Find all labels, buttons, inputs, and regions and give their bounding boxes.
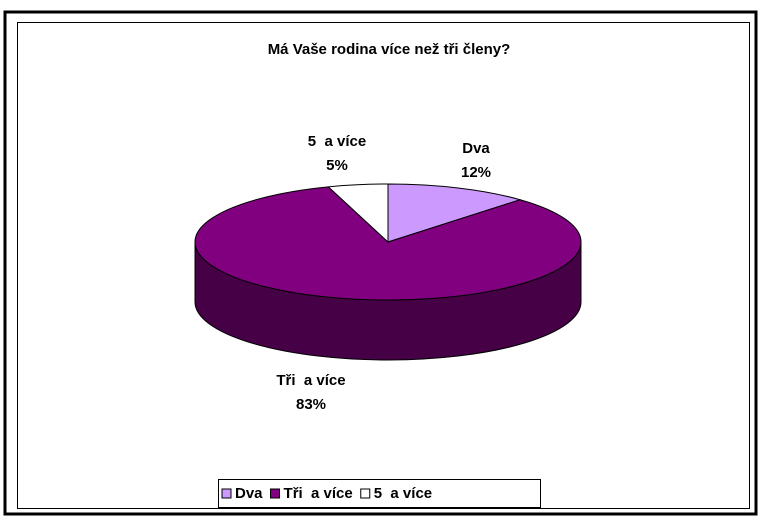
data-label-value: 5% [326, 157, 348, 174]
legend-label: 5 a více [374, 485, 432, 502]
data-label-value: 83% [296, 396, 326, 413]
outer-frame [3, 10, 758, 516]
data-label-name: Tři a více [276, 372, 345, 389]
legend-label: Tři a více [284, 485, 353, 502]
data-label-name: 5 a více [308, 133, 366, 150]
chart-title: Má Vaše rodina více než tři členy? [268, 41, 511, 58]
data-label-value: 12% [461, 164, 491, 181]
pie-slice [327, 183, 389, 244]
pie-slice [194, 186, 582, 301]
legend-swatch [270, 488, 281, 499]
legend-swatch [221, 488, 232, 499]
legend-label: Dva [235, 485, 263, 502]
data-label-name: Dva [462, 140, 490, 157]
legend-swatch [360, 488, 371, 499]
chart-frame [17, 22, 750, 509]
pie-slice [387, 183, 522, 243]
